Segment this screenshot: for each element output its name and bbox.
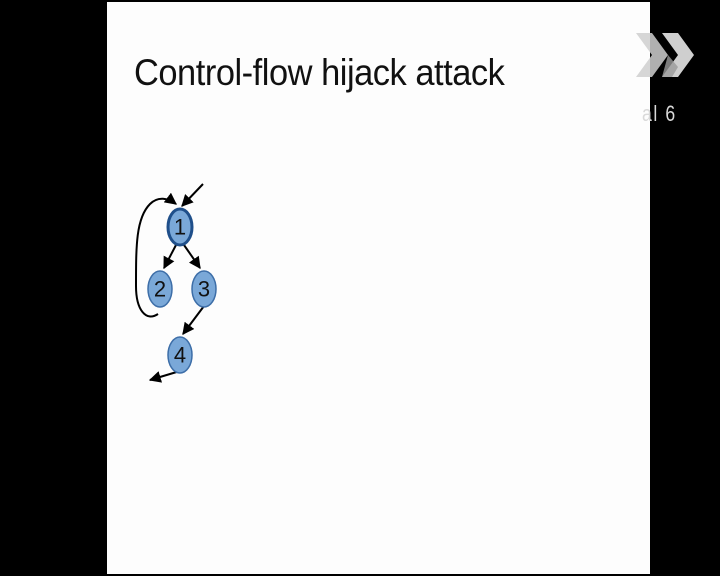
node-3-label: 3: [198, 277, 210, 302]
edge-1-to-3: [184, 245, 200, 268]
edge-3-to-4: [183, 306, 204, 334]
node-1-label: 1: [174, 215, 186, 240]
node-4-label: 4: [174, 343, 186, 368]
node-2-label: 2: [154, 277, 166, 302]
node-3: 3: [192, 271, 216, 307]
edge-entry-to-1: [182, 184, 203, 206]
node-1: 1: [168, 209, 192, 245]
node-2: 2: [148, 271, 172, 307]
node-4: 4: [168, 337, 192, 373]
edge-1-to-2: [164, 245, 176, 268]
